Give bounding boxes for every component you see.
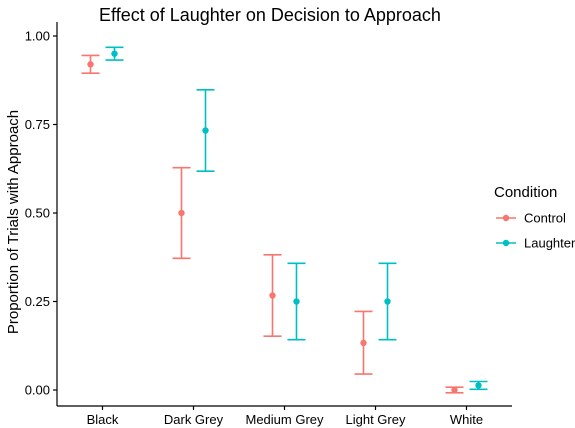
- data-point: [178, 209, 185, 217]
- y-axis-title: Proportion of Trials with Approach: [5, 110, 22, 334]
- data-point: [87, 61, 94, 68]
- data-point: [384, 298, 391, 305]
- series-control: [81, 54, 464, 394]
- data-point: [360, 339, 367, 347]
- x-ticks: Black Dark Grey Medium Grey Light Grey White: [87, 406, 483, 427]
- x-tick-label: Medium Grey: [245, 412, 324, 427]
- data-point: [202, 127, 209, 134]
- data-point: [475, 382, 482, 389]
- x-tick-label: Black: [87, 412, 119, 427]
- legend-label: Control: [524, 211, 566, 226]
- legend-title: Condition: [494, 184, 557, 201]
- data-point: [293, 298, 300, 305]
- legend: Condition Control Laughter: [494, 184, 575, 251]
- series-laughter: [105, 46, 488, 391]
- legend-label: Laughter: [524, 236, 575, 251]
- series-layer: [81, 46, 488, 394]
- y-tick-label: 0.75: [25, 117, 50, 132]
- x-tick-label: Light Grey: [346, 412, 406, 427]
- legend-key-point: [502, 214, 510, 222]
- chart-title: Effect of Laughter on Decision to Approa…: [99, 5, 441, 25]
- data-point: [451, 386, 458, 394]
- y-tick-label: 0.50: [25, 206, 50, 221]
- y-tick-label: 0.25: [25, 294, 50, 309]
- x-tick-label: White: [450, 412, 483, 427]
- y-tick-label: 1.00: [25, 29, 50, 44]
- legend-key-point: [502, 239, 510, 247]
- x-tick-label: Dark Grey: [164, 412, 224, 427]
- y-ticks: 0.00 0.25 0.50 0.75 1.00: [25, 29, 57, 398]
- data-point: [111, 50, 118, 57]
- y-tick-label: 0.00: [25, 383, 50, 398]
- data-point: [269, 292, 276, 299]
